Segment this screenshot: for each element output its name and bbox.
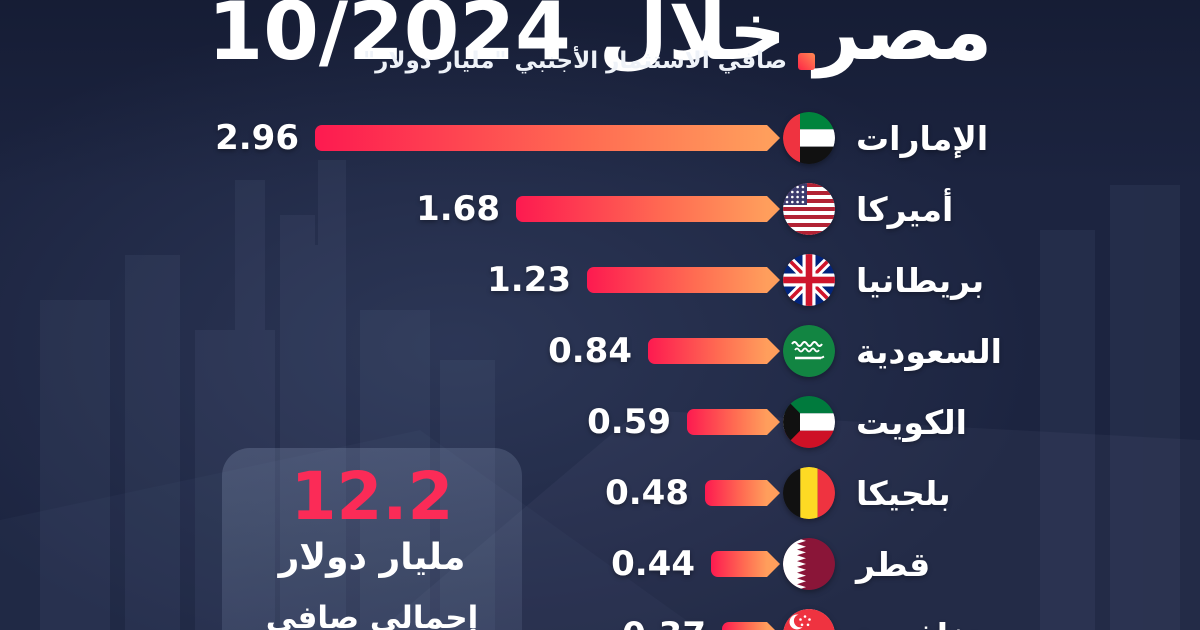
bar bbox=[587, 267, 780, 293]
legend-label: صافي الاستثمار الأجنبي "مليار دولار" bbox=[363, 48, 787, 74]
bar bbox=[648, 338, 780, 364]
chart-legend: صافي الاستثمار الأجنبي "مليار دولار" bbox=[363, 46, 815, 76]
summary-unit-label: مليار دولار bbox=[278, 537, 466, 579]
chart-row: 0.48 بلجيكا bbox=[0, 458, 1200, 528]
country-label: أميركا bbox=[856, 189, 954, 229]
usa-flag-icon bbox=[783, 183, 835, 235]
uae-flag-icon bbox=[783, 112, 835, 164]
country-label: الإمارات bbox=[856, 118, 989, 158]
uk-flag-icon bbox=[783, 254, 835, 306]
bar-value-label: 1.23 bbox=[487, 260, 571, 300]
qatar-flag-icon bbox=[783, 538, 835, 590]
chart-row: 0.37 سنغافورة bbox=[0, 600, 1200, 630]
bar bbox=[315, 125, 780, 151]
legend-marker-icon bbox=[798, 52, 815, 70]
chart-row: 1.23 بريطانيا bbox=[0, 245, 1200, 315]
summary-card: 12.2 مليار دولار إجمالي صافي bbox=[222, 448, 522, 630]
country-label: قطر bbox=[856, 544, 931, 584]
chart-row: 0.59 الكويت bbox=[0, 387, 1200, 457]
summary-caption: إجمالي صافي bbox=[265, 600, 479, 630]
bar-value-label: 1.68 bbox=[416, 189, 500, 229]
country-label: بلجيكا bbox=[856, 473, 951, 513]
country-label: الكويت bbox=[856, 402, 967, 442]
kuwait-flag-icon bbox=[783, 396, 835, 448]
saudi-arabia-flag-icon bbox=[783, 325, 835, 377]
bar-value-label: 0.44 bbox=[611, 544, 695, 584]
chart-row: 0.84 السعودية bbox=[0, 316, 1200, 386]
summary-total-value: 12.2 bbox=[290, 458, 454, 535]
chart-row: 0.44 قطر bbox=[0, 529, 1200, 599]
bar bbox=[711, 551, 780, 577]
bar bbox=[705, 480, 780, 506]
chart-row: 2.96 الإمارات bbox=[0, 103, 1200, 173]
bar-value-label: 0.84 bbox=[548, 331, 632, 371]
bar-value-label: 0.48 bbox=[605, 473, 689, 513]
chart-row: 1.68 أميركا bbox=[0, 174, 1200, 244]
bar bbox=[722, 622, 780, 630]
bar-value-label: 0.59 bbox=[587, 402, 671, 442]
bar-value-label: 0.37 bbox=[622, 600, 706, 630]
bar-value-label: 2.96 bbox=[215, 118, 299, 158]
belgium-flag-icon bbox=[783, 467, 835, 519]
country-label: السعودية bbox=[856, 331, 1002, 371]
page-title: مصر خلال 10/2024 bbox=[207, 0, 993, 78]
bar bbox=[516, 196, 780, 222]
country-label: سنغافورة bbox=[856, 600, 1014, 630]
bar bbox=[687, 409, 780, 435]
country-label: بريطانيا bbox=[856, 260, 985, 300]
singapore-flag-icon bbox=[783, 609, 835, 630]
